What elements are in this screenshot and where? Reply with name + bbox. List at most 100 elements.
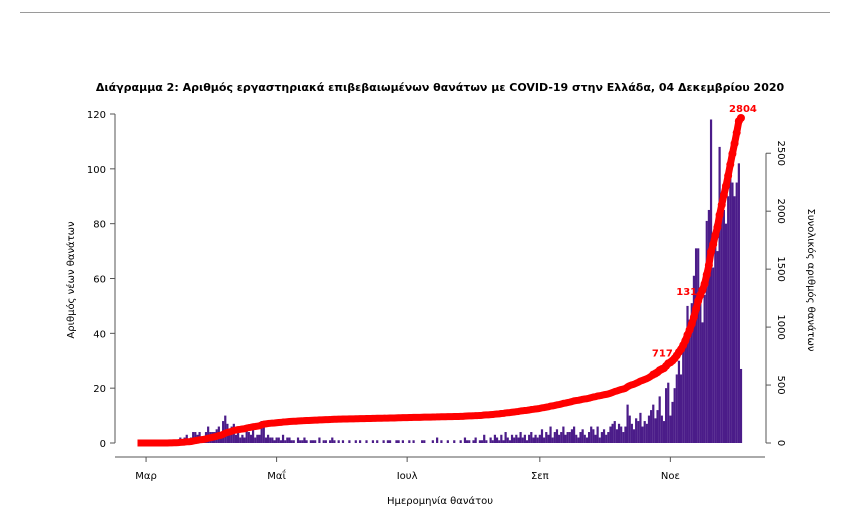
bar (480, 440, 484, 443)
bar (583, 434, 586, 443)
bar (551, 437, 554, 443)
bar (341, 440, 345, 443)
bar (237, 429, 240, 443)
bar (545, 432, 548, 443)
bar (365, 440, 368, 443)
bar (677, 360, 681, 443)
bar (656, 410, 659, 443)
bar (459, 440, 462, 443)
bar (493, 434, 497, 443)
y-tick-label: 20 (93, 384, 106, 395)
y-tick-label: 100 (87, 165, 106, 176)
bar (465, 440, 469, 443)
bar (581, 429, 584, 443)
bar (645, 423, 648, 443)
bar (637, 421, 640, 443)
cumulative-point (711, 231, 720, 240)
bar (266, 434, 270, 443)
bar (654, 418, 657, 443)
bar (256, 434, 259, 443)
bar (423, 440, 426, 443)
bar (703, 294, 706, 443)
bar (530, 432, 533, 443)
bar (333, 440, 336, 443)
bar (697, 248, 700, 443)
bar (506, 437, 509, 443)
bar (564, 434, 567, 443)
bar (547, 434, 550, 443)
bar (536, 437, 539, 443)
bar (620, 426, 623, 443)
cumulative-point (702, 270, 711, 279)
bar (301, 440, 304, 443)
bar (532, 437, 535, 443)
bar (602, 429, 606, 443)
bar (686, 305, 689, 443)
y2-tick-label: 500 (775, 376, 786, 395)
bar (281, 434, 285, 443)
bar (639, 412, 642, 443)
bar (528, 434, 531, 443)
bar (635, 418, 638, 443)
bar (324, 440, 327, 443)
bar (354, 440, 357, 443)
bar (348, 440, 351, 443)
bar (474, 437, 477, 443)
bar (568, 432, 571, 443)
bar (735, 182, 738, 443)
bar (660, 415, 663, 443)
cumulative-point (728, 149, 737, 158)
bar (412, 440, 415, 443)
bar (562, 426, 565, 443)
cumulative-point (715, 210, 724, 219)
bar (388, 440, 392, 443)
bar (701, 322, 704, 443)
bar (262, 423, 265, 443)
bar (472, 440, 475, 443)
bar (513, 437, 516, 443)
bar (675, 374, 678, 443)
bar (679, 374, 683, 443)
cumulative-point (719, 191, 728, 200)
bar (673, 388, 676, 443)
bar (665, 388, 668, 443)
bar (251, 429, 255, 443)
bar (478, 440, 482, 443)
bar (716, 251, 719, 443)
bar (538, 434, 541, 443)
bar (440, 440, 443, 443)
bar (337, 440, 340, 443)
cumulative-point (732, 128, 741, 137)
cumulative-point (707, 247, 716, 256)
bar (684, 333, 687, 443)
bar (572, 426, 576, 443)
bar (617, 423, 621, 443)
bar (720, 196, 723, 443)
bar (397, 440, 400, 443)
bar (401, 440, 404, 443)
bar (517, 437, 520, 443)
bar (371, 440, 375, 443)
bar (258, 434, 261, 443)
y2-tick-label: 1000 (775, 314, 786, 339)
bar (615, 429, 618, 443)
bar (650, 410, 653, 443)
y2-tick-label: 1500 (775, 256, 786, 281)
cumulative-point (713, 223, 722, 232)
bar (436, 437, 439, 443)
cumulative-point (704, 261, 713, 270)
bar (632, 429, 636, 443)
bar (500, 434, 503, 443)
bar (585, 437, 589, 443)
bar (724, 223, 728, 443)
bar (249, 434, 253, 443)
cumulative-point (722, 181, 730, 190)
bar (489, 437, 492, 443)
bar (575, 434, 578, 443)
cumulative-point (724, 171, 733, 180)
bar (275, 437, 278, 443)
bar (624, 426, 627, 443)
x-tick-label: Μαρ (135, 471, 157, 482)
y2-tick-label: 0 (775, 440, 786, 446)
bar (358, 440, 362, 443)
